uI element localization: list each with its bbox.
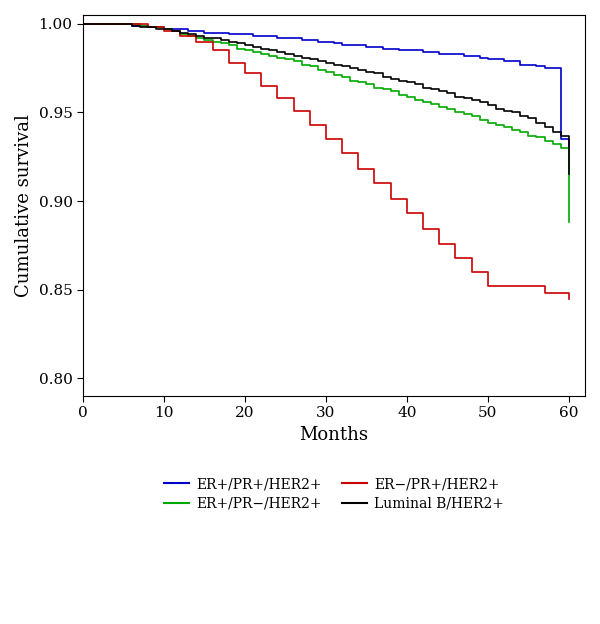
- X-axis label: Months: Months: [299, 426, 368, 444]
- Legend: ER+/PR+/HER2+, ER+/PR−/HER2+, ER−/PR+/HER2+, Luminal B/HER2+: ER+/PR+/HER2+, ER+/PR−/HER2+, ER−/PR+/HE…: [158, 472, 509, 516]
- Y-axis label: Cumulative survival: Cumulative survival: [15, 114, 33, 297]
